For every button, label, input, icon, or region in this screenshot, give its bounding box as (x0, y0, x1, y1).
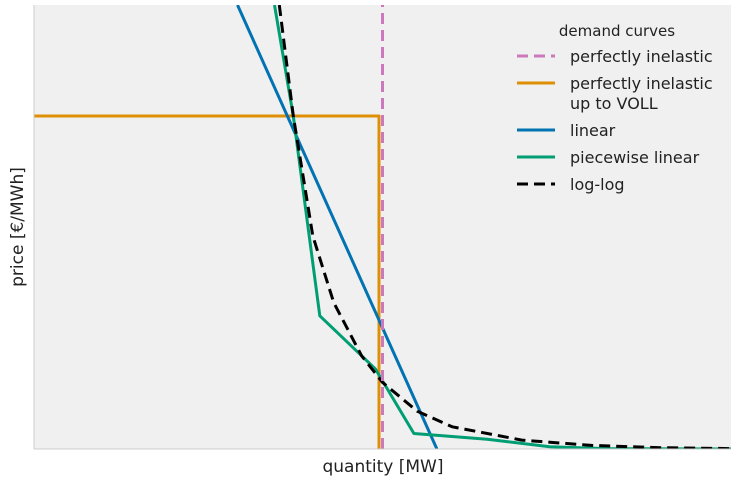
series-layer (34, 5, 731, 449)
series-line-linear (236, 5, 439, 449)
legend-label-perfectly-inelastic-up-to-voll-line-1: perfectly inelastic (570, 74, 713, 93)
series-line-log-log (277, 5, 731, 449)
legend-label-log-log: log-log (570, 175, 625, 194)
legend-label-linear: linear (570, 121, 616, 140)
series-line-piecewise-linear (273, 5, 731, 449)
legend-label-perfectly-inelastic-up-to-voll-line-2: up to VOLL (570, 94, 658, 113)
legend-label-piecewise-linear: piecewise linear (570, 148, 700, 167)
legend-label-perfectly-inelastic: perfectly inelastic (570, 47, 713, 66)
legend: demand curves perfectly inelastic perfect… (517, 22, 713, 194)
legend-title: demand curves (559, 22, 675, 40)
x-axis-label: quantity [MW] (322, 457, 443, 477)
series-line-perfectly-inelastic-up-to-voll (34, 114, 381, 449)
y-axis-label: price [€/MWh] (8, 167, 28, 287)
